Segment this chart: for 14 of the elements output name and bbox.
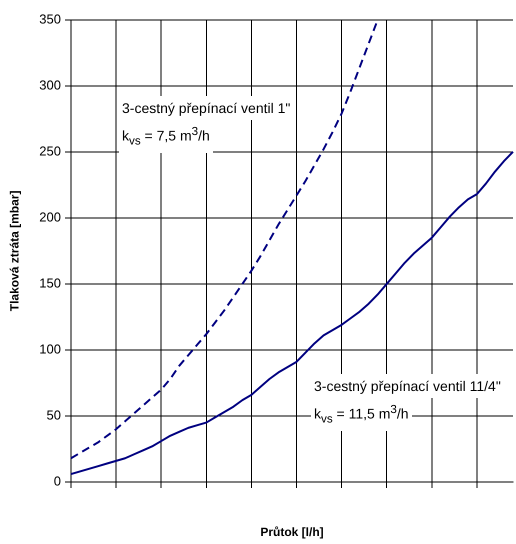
- y-tick-label: 350: [39, 11, 61, 26]
- annotation: k$_{vs}$ = 7,5 m$^{3}$/h: [119, 120, 213, 154]
- y-tick-label: 200: [39, 209, 61, 224]
- x-axis-title: Průtok [l/h]: [260, 525, 324, 540]
- y-tick-label: 0: [54, 474, 61, 489]
- y-axis-title: Tlaková ztráta [mbar]: [8, 190, 22, 312]
- annotation: k$_{vs}$ = 11,5 m$^{3}$/h: [311, 398, 412, 432]
- y-tick-label: 100: [39, 342, 61, 357]
- y-tick-label: 300: [39, 77, 61, 92]
- y-tick-label: 50: [46, 408, 61, 423]
- y-tick-label: 150: [39, 275, 61, 290]
- y-tick-label: 250: [39, 143, 61, 158]
- annotation: 3-cestný přepínací ventil 1": [119, 96, 294, 120]
- annotation: 3-cestný přepínací ventil 11/4": [311, 374, 504, 398]
